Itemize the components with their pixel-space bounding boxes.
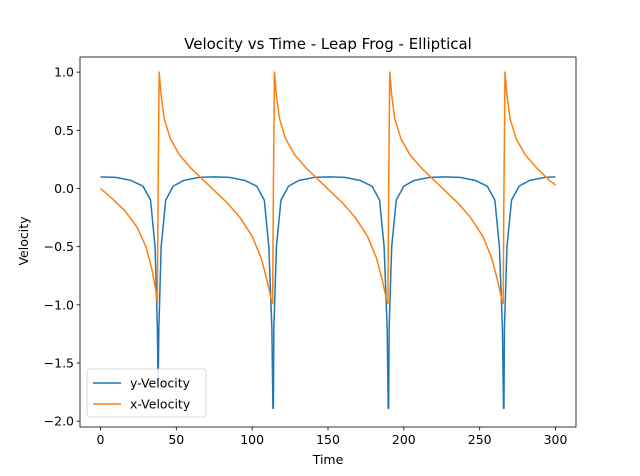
x-tick-label: 200 (392, 432, 416, 447)
y-tick-label: 1.0 (54, 65, 74, 80)
x-tick-label: 50 (168, 432, 184, 447)
y-axis-label: Velocity (16, 216, 31, 266)
series-line-y-velocity (100, 176, 556, 410)
legend-box (86, 368, 207, 418)
legend-label: x-Velocity (130, 397, 191, 412)
x-axis-label: Time (312, 452, 344, 467)
x-tick-label: 100 (240, 432, 264, 447)
y-tick-label: 0.0 (54, 181, 74, 196)
chart-title: Velocity vs Time - Leap Frog - Elliptica… (184, 35, 472, 53)
axes-layer: 0 50 100 150 200 250 300 1.0 0.5 0.0 −0.5 −1.0 −1.5 −… (44, 56, 577, 447)
x-tick-label: 250 (468, 432, 492, 447)
y-tick-label: −1.0 (44, 297, 74, 312)
y-tick-label: −2.0 (44, 414, 74, 429)
y-tick-label: −1.5 (44, 356, 74, 371)
series-layer (99, 71, 556, 410)
x-tick-label: 0 (97, 432, 105, 447)
legend-label: y-Velocity (130, 376, 191, 391)
y-tick-label: 0.5 (54, 123, 74, 138)
x-tick-label: 150 (316, 432, 340, 447)
x-tick-label: 300 (544, 432, 568, 447)
y-tick-label: −0.5 (44, 239, 74, 254)
legend: y-Velocity x-Velocity (86, 368, 207, 418)
series-line-x-velocity (99, 71, 556, 305)
